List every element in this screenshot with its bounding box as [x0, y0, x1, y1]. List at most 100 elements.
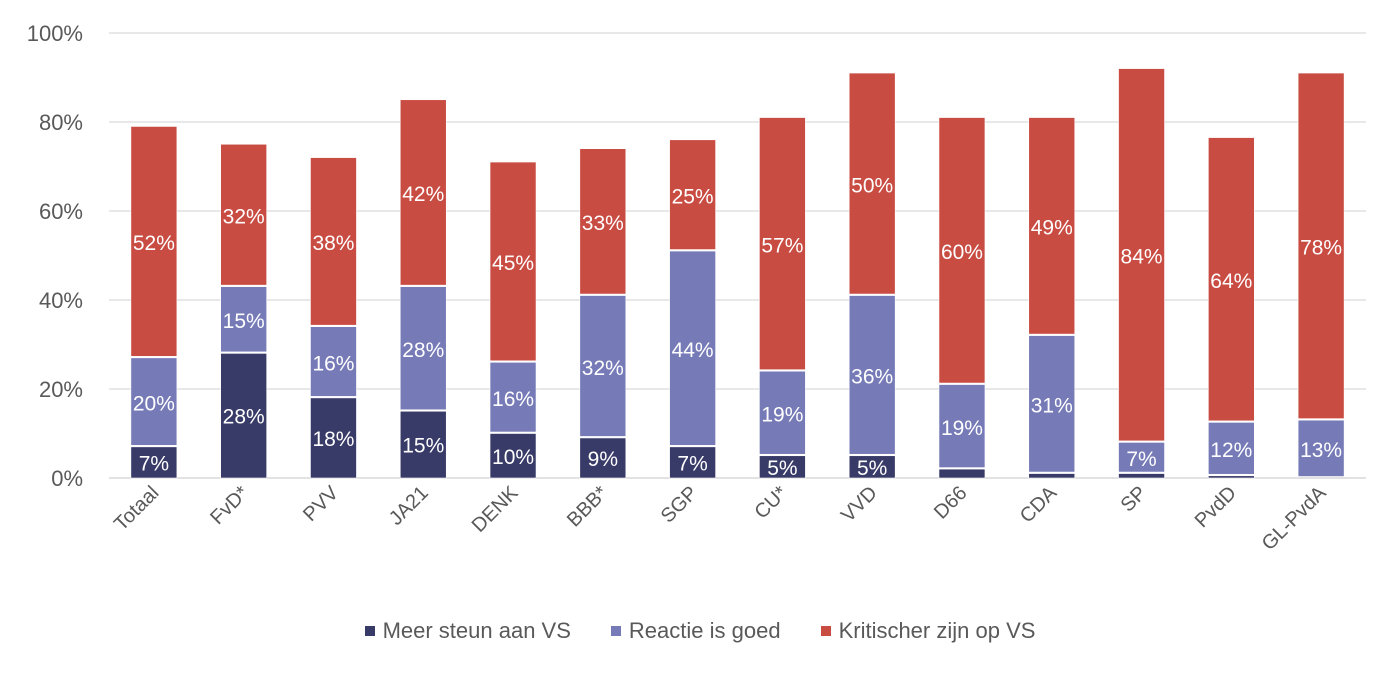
y-tick-label: 20% [39, 377, 83, 402]
y-tick-label: 60% [39, 199, 83, 224]
data-label: 44% [672, 339, 714, 362]
x-tick-label: BBB* [563, 482, 613, 532]
y-tick-label: 40% [39, 288, 83, 313]
bar-segment [310, 397, 357, 479]
legend-label: Reactie is goed [628, 618, 781, 643]
bar-segment [1028, 335, 1076, 473]
bar-segment [130, 446, 178, 479]
bar-segment [938, 117, 986, 384]
legend-label: Meer steun aan VS [382, 618, 571, 643]
data-label: 5% [767, 457, 797, 480]
bar-segment [1028, 117, 1076, 335]
data-labels: 7% 20% 52% 28% 15% 32% 18% 16% 38% 15% 28% 42% 10% 16… [133, 174, 1342, 480]
data-label: 33% [582, 212, 624, 235]
bar-segment [759, 455, 806, 479]
bar-segment [489, 433, 537, 479]
data-label: 5% [857, 457, 887, 480]
bar-segment [579, 148, 627, 295]
data-label: 57% [761, 234, 803, 257]
x-tick-label: VVD [837, 482, 882, 527]
bar-segment [399, 410, 447, 479]
x-tick-label: DENK [468, 482, 523, 537]
data-label: 84% [1121, 246, 1163, 269]
y-tick-label: 80% [39, 110, 83, 135]
x-tick-label: PvdD [1191, 482, 1241, 532]
data-label: 15% [223, 310, 265, 333]
bar-segment [399, 286, 447, 411]
data-label: 25% [672, 185, 714, 208]
bar-segment [130, 126, 178, 357]
bar-segment [130, 357, 178, 446]
bar-segment [669, 446, 716, 479]
data-label: 9% [588, 448, 618, 471]
data-label: 42% [402, 183, 444, 206]
data-label: 28% [223, 406, 265, 429]
data-label: 7% [1126, 448, 1156, 471]
data-label: 19% [941, 417, 983, 440]
bar-segment [848, 295, 896, 455]
legend-item-kritischer: Kritischer zijn op VS [820, 618, 1036, 644]
bar-segment [669, 139, 716, 250]
y-tick-label: 0% [51, 466, 83, 491]
data-label: 50% [851, 174, 893, 197]
x-tick-label: SP [1117, 482, 1151, 516]
x-tick-label: JA21 [385, 482, 433, 530]
x-tick-label: SGP [657, 482, 702, 527]
bar-segment [220, 286, 267, 353]
data-label: 12% [1210, 439, 1252, 462]
data-label: 28% [402, 339, 444, 362]
data-label: 16% [312, 352, 354, 375]
data-label: 13% [1300, 439, 1342, 462]
bar-segment [489, 161, 537, 362]
data-label: 32% [582, 357, 624, 380]
bar-segment [1208, 475, 1255, 479]
y-axis: 0% 20% 40% 60% 80% 100% [27, 21, 83, 491]
bar-segment [759, 370, 806, 455]
data-label: 60% [941, 241, 983, 264]
bar-segment [1208, 137, 1255, 422]
data-label: 32% [223, 205, 265, 228]
x-tick-label: FvD* [206, 482, 253, 529]
bar-segment [1297, 72, 1345, 419]
x-tick-label: CU* [750, 482, 792, 524]
bar-segment [579, 295, 627, 437]
data-label: 15% [402, 435, 444, 458]
data-label: 78% [1300, 237, 1342, 260]
bar-segment [1118, 68, 1165, 442]
bar-segment [938, 468, 986, 479]
bar-segment [938, 384, 986, 468]
legend-swatch [820, 626, 831, 636]
x-tick-label: Totaal [110, 482, 163, 535]
legend-swatch [364, 626, 375, 636]
legend-swatch [610, 626, 621, 636]
data-label: 7% [677, 452, 707, 475]
x-axis: Totaal FvD* PVV JA21 DENK BBB* SGP CU* VVD D66 CDA… [110, 482, 1331, 555]
data-label: 36% [851, 366, 893, 389]
bar-segment [1118, 473, 1165, 479]
bar-segment [848, 72, 896, 295]
data-label: 20% [133, 392, 175, 415]
bar-segment [1118, 442, 1165, 473]
legend: Meer steun aan VS Reactie is goed Kritis… [0, 618, 1400, 644]
data-label: 31% [1031, 395, 1073, 418]
x-tick-label: PVV [299, 482, 343, 526]
x-tick-label: GL-PvdA [1258, 482, 1331, 555]
bar-segment [310, 326, 357, 397]
y-tick-label: 100% [27, 21, 83, 46]
x-tick-label: D66 [930, 482, 972, 524]
bar-segment [310, 157, 357, 326]
data-label: 38% [312, 232, 354, 255]
bar-segment [220, 143, 267, 286]
data-label: 10% [492, 446, 534, 469]
bars [130, 68, 1345, 479]
data-label: 64% [1210, 270, 1252, 293]
data-label: 16% [492, 388, 534, 411]
gridlines [109, 32, 1366, 479]
bar-segment [759, 117, 806, 370]
legend-label: Kritischer zijn op VS [838, 618, 1036, 643]
data-label: 49% [1031, 217, 1073, 240]
bar-segment [1028, 473, 1076, 479]
bar-segment [489, 361, 537, 433]
data-label: 7% [139, 452, 169, 475]
